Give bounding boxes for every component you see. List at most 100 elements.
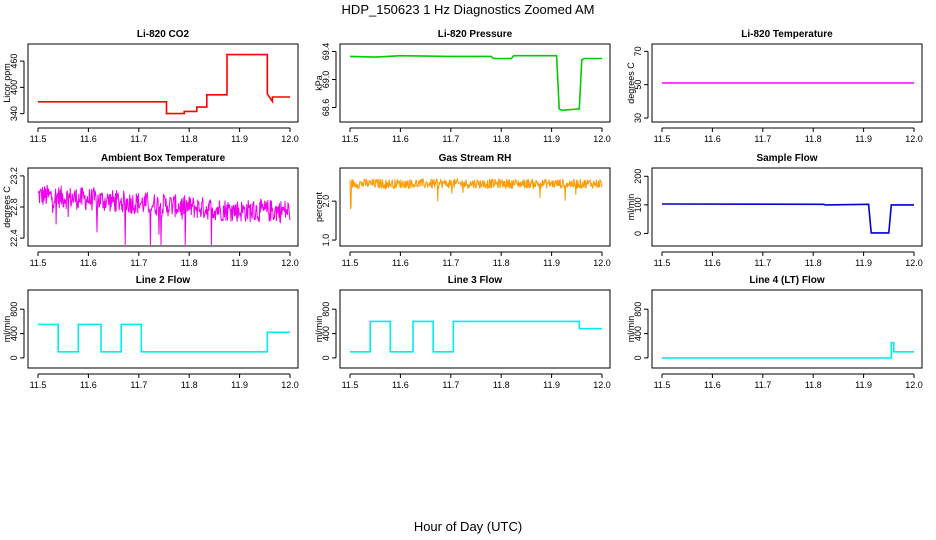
panel-title: Li-820 CO2 bbox=[137, 29, 190, 40]
y-tick-label: 30 bbox=[633, 113, 643, 123]
x-tick-label: 11.9 bbox=[231, 134, 248, 144]
series-line bbox=[38, 53, 290, 115]
x-tick-label: 12.0 bbox=[905, 134, 923, 144]
y-tick-label: 460 bbox=[9, 54, 19, 69]
x-tick-label: 11.7 bbox=[442, 134, 459, 144]
x-tick-label: 11.6 bbox=[704, 380, 721, 390]
x-tick-label: 11.8 bbox=[181, 380, 198, 390]
panel-1: Li-820 CO2 Licor ppm 11.5 11.6 11.7 11.8 11.9 1… bbox=[2, 29, 299, 144]
x-tick-label: 12.0 bbox=[281, 134, 299, 144]
x-tick-label: 11.6 bbox=[704, 134, 721, 144]
y-tick-label: 68.6 bbox=[321, 99, 331, 117]
x-tick-label: 11.8 bbox=[493, 134, 510, 144]
panel-title: Line 2 Flow bbox=[136, 275, 191, 286]
y-tick-label: 0 bbox=[9, 355, 19, 360]
y-tick-label: 0 bbox=[633, 231, 643, 236]
panel-4: Ambient Box Temperature degrees C 11.5 11.6… bbox=[2, 153, 299, 268]
figure-title: HDP_150623 1 Hz Diagnostics Zoomed AM bbox=[342, 2, 595, 17]
plot-frame bbox=[651, 289, 923, 369]
y-tick-label: 400 bbox=[633, 326, 643, 341]
figure-xlabel: Hour of Day (UTC) bbox=[414, 519, 522, 534]
x-tick-label: 12.0 bbox=[905, 258, 923, 268]
y-tick-label: 800 bbox=[321, 302, 331, 317]
x-tick-label: 11.8 bbox=[805, 380, 822, 390]
x-tick-label: 11.5 bbox=[654, 380, 671, 390]
y-tick-label: 2.0 bbox=[321, 195, 331, 208]
x-tick-label: 11.8 bbox=[805, 258, 822, 268]
x-tick-label: 11.9 bbox=[855, 258, 872, 268]
series-line bbox=[662, 341, 914, 359]
x-tick-label: 11.9 bbox=[231, 258, 248, 268]
panel-6: Sample Flow ml/min 11.5 11.6 11.7 11.8 11.9 12.… bbox=[626, 153, 923, 268]
x-tick-label: 11.5 bbox=[30, 258, 47, 268]
x-tick-label: 11.6 bbox=[80, 380, 97, 390]
y-tick-label: 50 bbox=[633, 80, 643, 90]
panel-title: Li-820 Temperature bbox=[741, 29, 833, 40]
series-line bbox=[349, 177, 603, 210]
y-tick-label: 800 bbox=[9, 302, 19, 317]
x-tick-label: 12.0 bbox=[905, 380, 923, 390]
x-tick-label: 12.0 bbox=[281, 380, 299, 390]
panel-title: Line 4 (LT) Flow bbox=[749, 275, 825, 286]
y-tick-label: 23.2 bbox=[9, 167, 19, 185]
y-tick-label: 340 bbox=[9, 106, 19, 121]
y-axis-label: kPa bbox=[314, 75, 324, 91]
series-line bbox=[349, 54, 602, 112]
x-tick-label: 11.5 bbox=[654, 258, 671, 268]
x-tick-label: 11.9 bbox=[543, 380, 560, 390]
y-tick-label: 200 bbox=[633, 169, 643, 184]
x-tick-label: 11.6 bbox=[392, 258, 409, 268]
y-tick-label: 800 bbox=[633, 302, 643, 317]
y-tick-label: 69.4 bbox=[321, 43, 331, 61]
panel-title: Line 3 Flow bbox=[448, 275, 503, 286]
y-tick-label: 70 bbox=[633, 46, 643, 56]
x-tick-label: 11.8 bbox=[493, 380, 510, 390]
plot-frame bbox=[339, 289, 611, 369]
x-tick-label: 11.5 bbox=[342, 380, 359, 390]
panel-8: Line 3 Flow ml/min 11.5 11.6 11.7 11.8 11.9 12.… bbox=[314, 275, 611, 390]
x-tick-label: 11.5 bbox=[342, 258, 359, 268]
y-axis-label: ml/min bbox=[626, 316, 636, 343]
x-tick-label: 11.9 bbox=[231, 380, 248, 390]
x-tick-label: 11.5 bbox=[30, 134, 47, 144]
x-tick-label: 11.7 bbox=[442, 258, 459, 268]
x-tick-label: 11.8 bbox=[181, 134, 198, 144]
x-tick-label: 11.7 bbox=[130, 134, 147, 144]
plot-frame bbox=[27, 43, 299, 123]
y-tick-label: 22.8 bbox=[9, 198, 19, 216]
y-tick-label: 400 bbox=[9, 80, 19, 95]
series-line bbox=[350, 320, 602, 353]
x-tick-label: 12.0 bbox=[593, 380, 611, 390]
x-tick-label: 11.9 bbox=[855, 134, 872, 144]
y-tick-label: 400 bbox=[321, 326, 331, 341]
y-tick-label: 0 bbox=[321, 355, 331, 360]
y-axis-label: degrees C bbox=[2, 186, 12, 228]
y-tick-label: 100 bbox=[633, 197, 643, 212]
panel-7: Line 2 Flow ml/min 11.5 11.6 11.7 11.8 11.9 12.… bbox=[2, 275, 299, 390]
panel-title: Li-820 Pressure bbox=[438, 29, 513, 40]
x-tick-label: 11.7 bbox=[442, 380, 459, 390]
y-axis-label: ml/min bbox=[2, 316, 12, 343]
series-line bbox=[37, 184, 291, 246]
y-tick-label: 1.0 bbox=[321, 234, 331, 247]
x-tick-label: 11.9 bbox=[543, 134, 560, 144]
y-axis-label: Licor ppm bbox=[2, 63, 12, 103]
plot-frame bbox=[651, 43, 923, 123]
x-tick-label: 11.6 bbox=[80, 258, 97, 268]
y-axis-label: ml/min bbox=[314, 316, 324, 343]
x-tick-label: 11.6 bbox=[80, 134, 97, 144]
y-axis-label: percent bbox=[314, 191, 324, 222]
x-tick-label: 11.5 bbox=[654, 134, 671, 144]
x-tick-label: 11.7 bbox=[130, 380, 147, 390]
x-tick-label: 11.8 bbox=[181, 258, 198, 268]
y-tick-label: 69.0 bbox=[321, 71, 331, 89]
x-tick-label: 11.5 bbox=[342, 134, 359, 144]
x-tick-label: 12.0 bbox=[593, 134, 611, 144]
y-axis-label: ml/min bbox=[626, 194, 636, 221]
x-tick-label: 11.6 bbox=[392, 380, 409, 390]
x-tick-label: 11.7 bbox=[754, 134, 771, 144]
y-axis-label: degrees C bbox=[626, 62, 636, 104]
x-tick-label: 11.7 bbox=[130, 258, 147, 268]
y-tick-label: 22.4 bbox=[9, 229, 19, 247]
panel-title: Gas Stream RH bbox=[439, 153, 512, 164]
